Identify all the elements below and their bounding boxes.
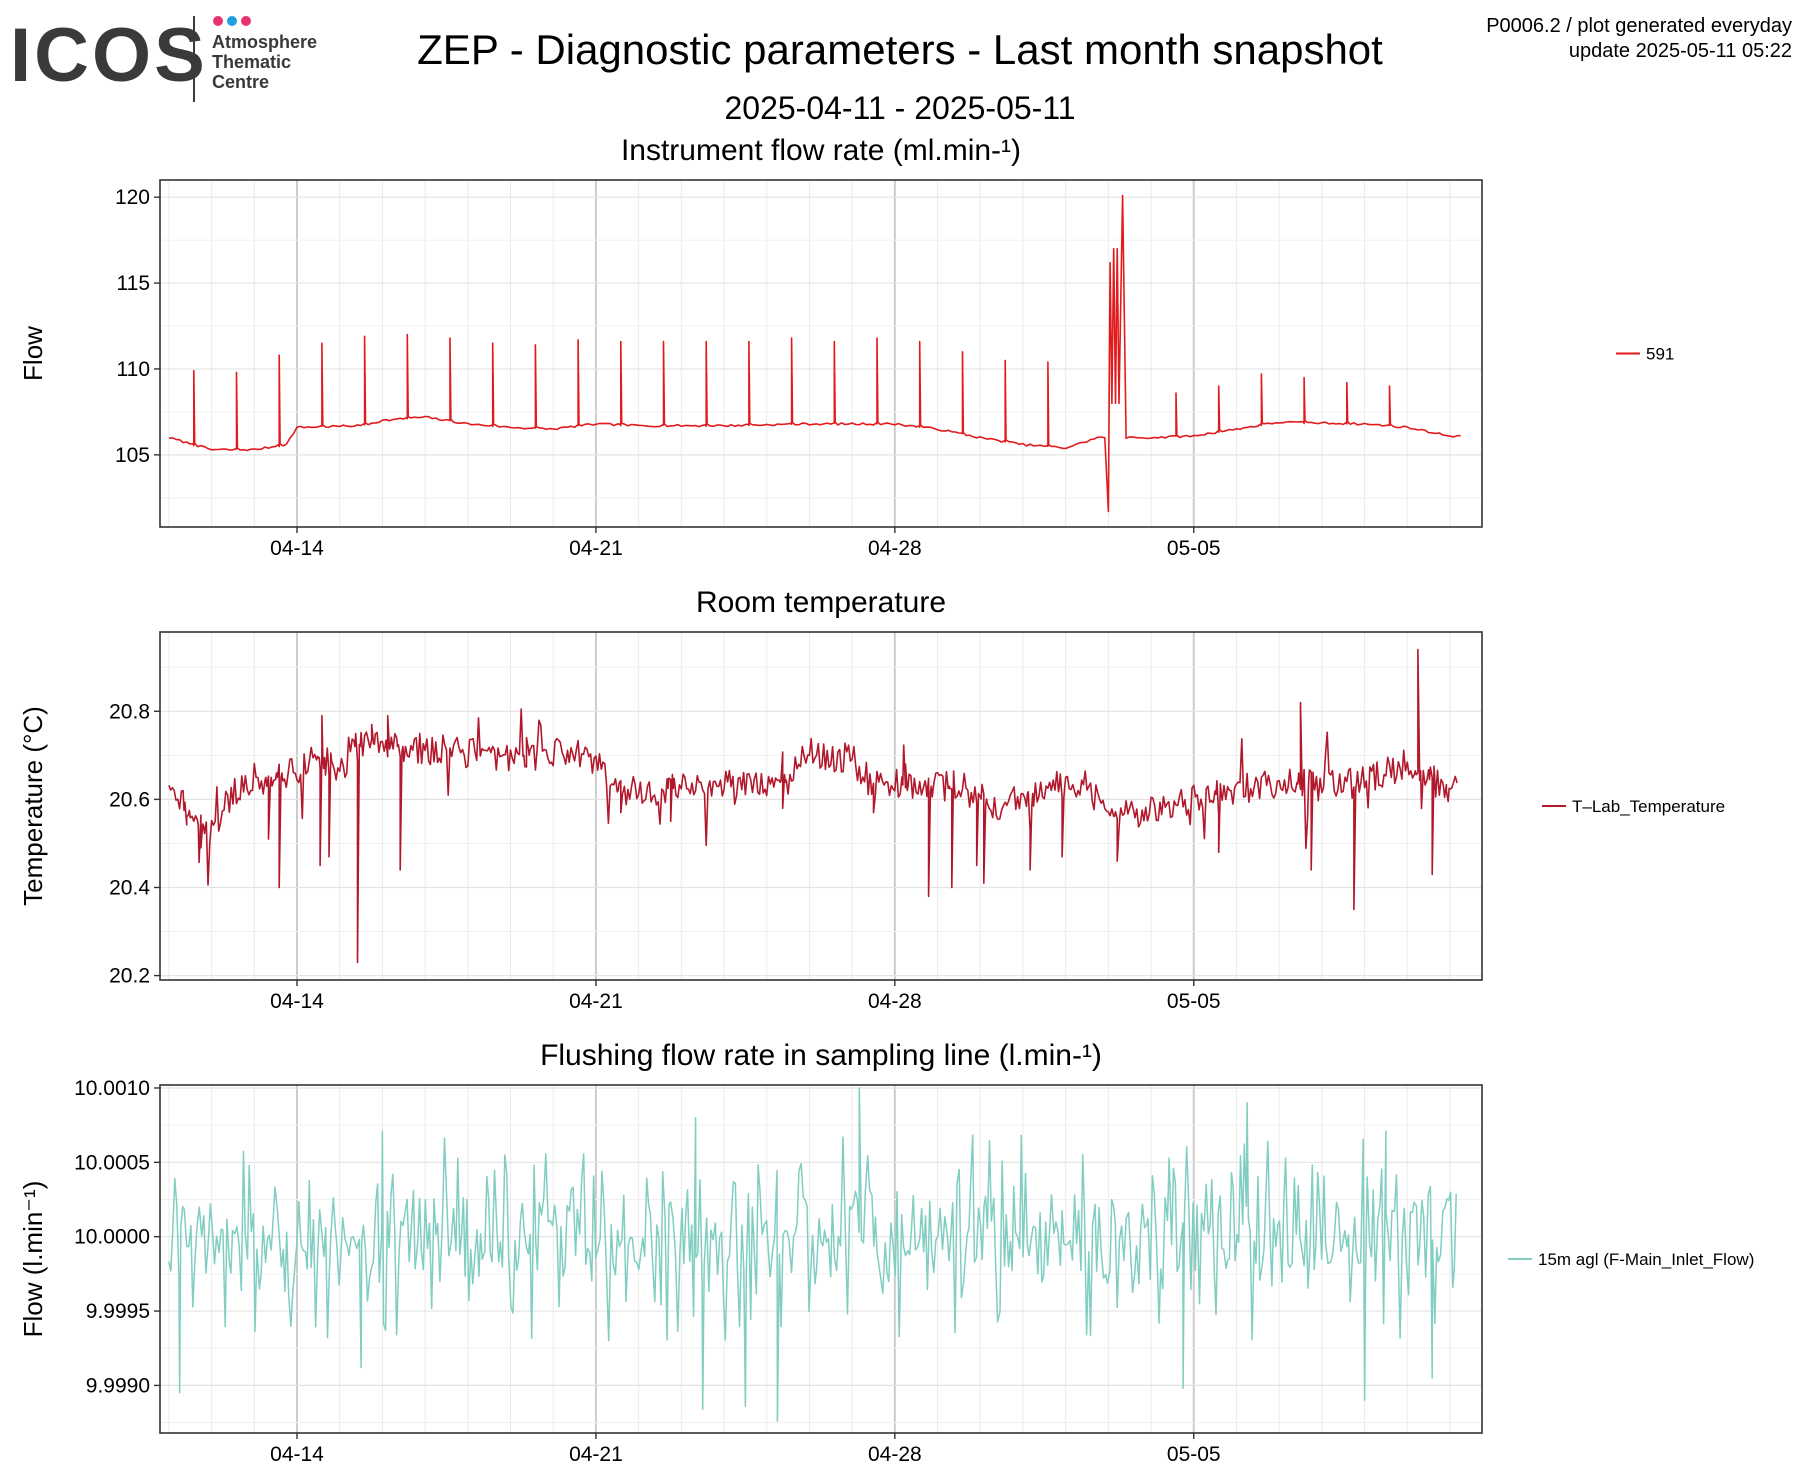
page-title: ZEP - Diagnostic parameters - Last month… bbox=[417, 26, 1383, 73]
logo-dot-icon bbox=[227, 16, 237, 26]
x-tick-label: 04-21 bbox=[569, 537, 623, 560]
logo-dot-icon bbox=[241, 16, 251, 26]
x-tick-label: 04-21 bbox=[569, 990, 623, 1013]
y-tick-label: 20.2 bbox=[109, 965, 150, 988]
y-tick-label: 9.9990 bbox=[86, 1374, 150, 1397]
y-tick-label: 9.9995 bbox=[86, 1300, 150, 1323]
plot-panel-bg bbox=[160, 1085, 1482, 1433]
x-tick-label: 04-14 bbox=[270, 1443, 324, 1466]
y-tick-label: 10.0005 bbox=[74, 1151, 150, 1174]
plot-panel-border bbox=[159, 179, 1483, 528]
logo-sub-line: Atmosphere bbox=[212, 32, 318, 52]
plot-panel-border bbox=[159, 1084, 1483, 1434]
y-axis-label: Temperature (°C) bbox=[18, 706, 48, 906]
y-axis-label: Flow (l.min⁻¹) bbox=[18, 1181, 48, 1338]
icos-logo-text: ICOS bbox=[10, 13, 208, 98]
y-tick-label: 10.0000 bbox=[74, 1226, 150, 1249]
logo-sub-line: Thematic bbox=[212, 52, 292, 72]
y-axis-label: Flow bbox=[18, 326, 48, 381]
chart-title: Instrument flow rate (ml.min-¹) bbox=[621, 134, 1021, 167]
plot-info-line: P0006.2 / plot generated everyday bbox=[1486, 15, 1792, 37]
logo-divider bbox=[193, 16, 195, 102]
series-line bbox=[168, 648, 1458, 964]
series-line bbox=[168, 194, 1461, 513]
plot-info: P0006.2 / plot generated everyday update… bbox=[1486, 14, 1792, 64]
logo-dot-icon bbox=[213, 16, 223, 26]
logo-subtitle: Atmosphere Thematic Centre bbox=[212, 32, 317, 92]
x-tick-label: 04-28 bbox=[868, 537, 922, 560]
y-tick-label: 105 bbox=[115, 444, 150, 467]
x-tick-label: 04-14 bbox=[270, 990, 324, 1013]
chart-title: Flushing flow rate in sampling line (l.m… bbox=[540, 1039, 1102, 1072]
plot-info-line: update 2025-05-11 05:22 bbox=[1568, 40, 1792, 62]
x-tick-label: 05-05 bbox=[1167, 1443, 1221, 1466]
date-range: 2025-04-11 - 2025-05-11 bbox=[724, 90, 1076, 126]
plot-panel-bg bbox=[160, 180, 1482, 527]
y-tick-label: 20.6 bbox=[109, 788, 150, 811]
x-tick-label: 05-05 bbox=[1167, 537, 1221, 560]
x-tick-label: 04-21 bbox=[569, 1443, 623, 1466]
legend-label: 591 bbox=[1646, 345, 1674, 364]
logo-sub-line: Centre bbox=[212, 72, 270, 92]
y-tick-label: 115 bbox=[117, 272, 150, 295]
x-tick-label: 05-05 bbox=[1167, 990, 1221, 1013]
plot-panel-bg bbox=[160, 632, 1482, 980]
series-line bbox=[168, 1087, 1457, 1422]
y-tick-label: 120 bbox=[115, 186, 150, 209]
y-tick-label: 10.0010 bbox=[74, 1077, 150, 1100]
x-tick-label: 04-14 bbox=[270, 537, 324, 560]
y-tick-label: 20.4 bbox=[109, 876, 150, 899]
legend-label: T–Lab_Temperature bbox=[1572, 797, 1725, 816]
y-tick-label: 20.8 bbox=[109, 700, 150, 723]
x-tick-label: 04-28 bbox=[868, 1443, 922, 1466]
x-tick-label: 04-28 bbox=[868, 990, 922, 1013]
y-tick-label: 110 bbox=[117, 358, 150, 381]
plot-panel-border bbox=[159, 631, 1483, 981]
legend-label: 15m agl (F-Main_Inlet_Flow) bbox=[1538, 1250, 1754, 1269]
chart-title: Room temperature bbox=[696, 586, 946, 619]
